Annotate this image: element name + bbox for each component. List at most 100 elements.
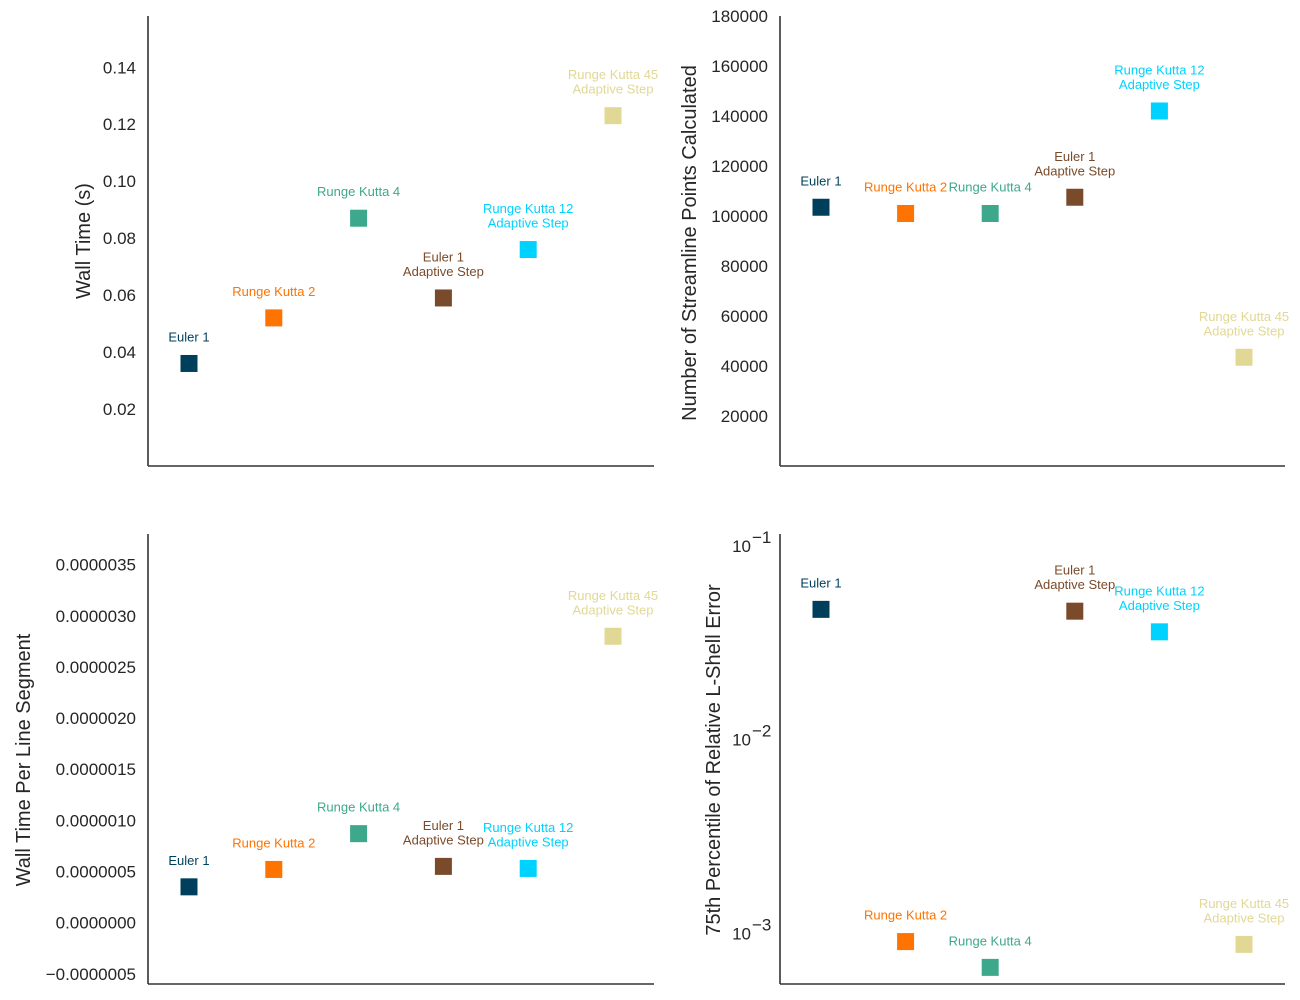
data-point-label: Runge Kutta 2 xyxy=(864,908,947,923)
data-point-label: Runge Kutta 12 xyxy=(1114,583,1204,598)
y-tick-label: 40000 xyxy=(721,357,768,376)
data-point xyxy=(812,198,830,216)
y-axis-title: Wall Time (s) xyxy=(73,183,95,299)
chart-panel-1: 0.02 0.04 0.06 0.08 0.10 0.12 0.14 Wall Time (s… xyxy=(73,16,658,467)
data-point-label: Runge Kutta 45 xyxy=(1199,896,1289,911)
data-point-label: Euler 1 xyxy=(168,853,209,868)
data-point-label: Runge Kutta 2 xyxy=(864,180,947,195)
data-point-label: Adaptive Step xyxy=(488,834,569,849)
y-tick-label: 0.0000010 xyxy=(56,811,136,830)
data-point-label: Adaptive Step xyxy=(1034,577,1115,592)
y-tick-label: 0.0000035 xyxy=(56,556,136,575)
data-point-label: Runge Kutta 4 xyxy=(317,800,400,815)
y-tick-label: 10 xyxy=(732,537,751,556)
data-point-label: Runge Kutta 45 xyxy=(1199,309,1289,324)
data-point xyxy=(1066,188,1084,206)
y-tick-label: 0.10 xyxy=(103,172,136,191)
data-point xyxy=(1235,935,1253,953)
y-tick-label: 120000 xyxy=(711,157,768,176)
y-tick-label: 0.0000000 xyxy=(56,914,136,933)
y-tick-label: 80000 xyxy=(721,257,768,276)
y-tick-label: 0.14 xyxy=(103,58,136,77)
data-point xyxy=(434,857,452,875)
data-point-label: Runge Kutta 12 xyxy=(1114,63,1204,78)
data-point xyxy=(265,309,283,327)
data-point-label: Runge Kutta 45 xyxy=(568,67,658,82)
data-point xyxy=(350,209,368,227)
data-point xyxy=(519,241,537,259)
y-axis-title: 75th Percentile of Relative L-Shell Erro… xyxy=(703,584,725,936)
data-point-label: Runge Kutta 12 xyxy=(483,201,573,216)
data-point-label: Adaptive Step xyxy=(488,216,569,231)
data-point xyxy=(180,354,198,372)
data-point-label: Euler 1 xyxy=(423,249,464,264)
y-tick-label: 0.12 xyxy=(103,115,136,134)
data-point-label: Euler 1 xyxy=(800,173,841,188)
y-tick-label: 0.0000030 xyxy=(56,607,136,626)
y-tick-label: 0.08 xyxy=(103,229,136,248)
data-point xyxy=(1150,102,1168,120)
data-point xyxy=(897,933,915,951)
chart-panel-2: 20000 40000 60000 80000 100000 120000 140000 16… xyxy=(679,7,1289,467)
data-point-label: Adaptive Step xyxy=(1204,910,1285,925)
data-point-label: Adaptive Step xyxy=(1119,598,1200,613)
data-point-label: Runge Kutta 4 xyxy=(949,933,1032,948)
y-tick-label: 20000 xyxy=(721,407,768,426)
data-point xyxy=(350,825,368,843)
y-tick-label: 0.0000025 xyxy=(56,658,136,677)
data-point-label: Runge Kutta 45 xyxy=(568,588,658,603)
data-point xyxy=(981,205,999,222)
y-tick-label: 10 xyxy=(732,925,751,944)
y-axis-title: Wall Time Per Line Segment xyxy=(13,633,35,886)
y-tick-label: 0.0000015 xyxy=(56,760,136,779)
chart-panel-3: −0.0000005 0.0000000 0.0000005 0.0000010 0.0… xyxy=(13,534,658,985)
y-tick-label: 0.0000020 xyxy=(56,709,136,728)
data-point-label: Adaptive Step xyxy=(403,832,484,847)
data-point-label: Runge Kutta 4 xyxy=(317,184,400,199)
y-tick-label: −0.0000005 xyxy=(46,965,136,984)
data-point-label: Euler 1 xyxy=(1054,149,1095,164)
data-point xyxy=(180,878,198,896)
data-point-label: Adaptive Step xyxy=(1034,163,1115,178)
data-point-label: Adaptive Step xyxy=(573,602,654,617)
data-point xyxy=(1235,348,1253,366)
data-point xyxy=(1066,602,1084,620)
data-point-label: Euler 1 xyxy=(800,575,841,590)
data-point-label: Runge Kutta 2 xyxy=(232,284,315,299)
y-tick-exponent: −3 xyxy=(752,916,771,935)
data-point xyxy=(604,107,622,125)
y-tick-exponent: −2 xyxy=(752,722,771,741)
data-point-label: Euler 1 xyxy=(1054,563,1095,578)
data-point-label: Adaptive Step xyxy=(403,264,484,279)
y-tick-label: 180000 xyxy=(711,7,768,26)
data-point-label: Adaptive Step xyxy=(573,82,654,97)
y-tick-label: 10 xyxy=(732,731,751,750)
y-tick-label: 0.04 xyxy=(103,343,136,362)
y-tick-label: 0.02 xyxy=(103,400,136,419)
y-tick-label: 0.06 xyxy=(103,286,136,305)
y-tick-label: 140000 xyxy=(711,107,768,126)
y-tick-label: 60000 xyxy=(721,307,768,326)
data-point xyxy=(519,859,537,877)
y-axis-title: Number of Streamline Points Calculated xyxy=(679,65,701,421)
data-point xyxy=(981,958,999,976)
data-point xyxy=(1150,623,1168,641)
data-point-label: Adaptive Step xyxy=(1204,323,1285,338)
data-point-label: Euler 1 xyxy=(423,818,464,833)
data-point-label: Runge Kutta 4 xyxy=(949,180,1032,195)
y-tick-exponent: −1 xyxy=(752,528,771,547)
y-tick-label: 100000 xyxy=(711,207,768,226)
data-point-label: Adaptive Step xyxy=(1119,77,1200,92)
data-point xyxy=(265,860,283,878)
data-point xyxy=(604,627,622,645)
y-tick-label: 0.0000005 xyxy=(56,863,136,882)
y-tick-label: 160000 xyxy=(711,57,768,76)
data-point-label: Runge Kutta 2 xyxy=(232,835,315,850)
data-point-label: Runge Kutta 12 xyxy=(483,820,573,835)
data-point-label: Euler 1 xyxy=(168,329,209,344)
data-point xyxy=(897,205,915,222)
data-point xyxy=(812,600,830,618)
data-point xyxy=(434,289,452,307)
